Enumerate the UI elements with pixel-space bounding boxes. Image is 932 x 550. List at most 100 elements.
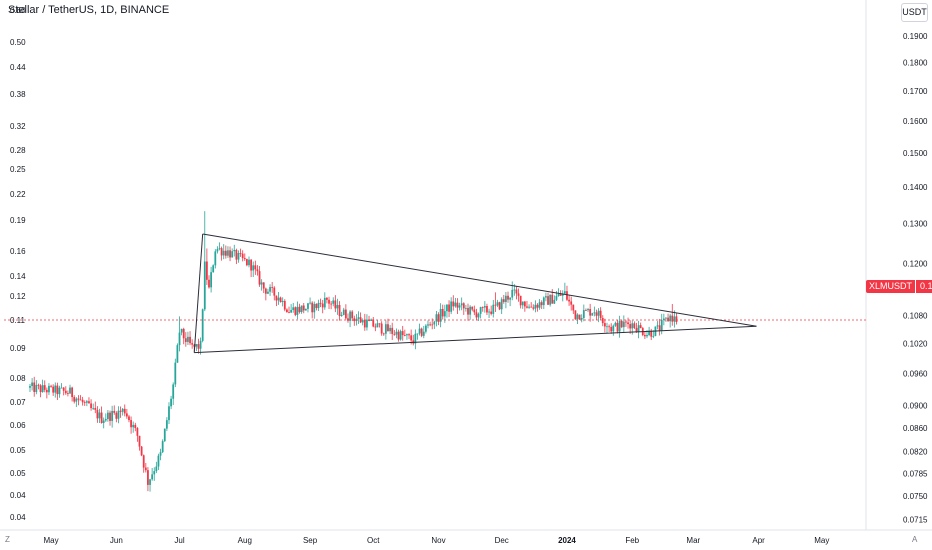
candle-body	[254, 265, 257, 270]
candle-body	[361, 320, 364, 323]
left-axis-tick-label: 0.04	[10, 513, 26, 522]
left-axis-tick-label: 0.60	[10, 6, 26, 15]
candle-body	[138, 435, 141, 447]
candle-body	[277, 297, 280, 301]
candle-body	[307, 303, 309, 309]
candle-body	[121, 408, 124, 412]
candle-body	[142, 455, 145, 468]
candle-body	[294, 307, 297, 315]
candle-body	[429, 324, 432, 326]
candle-body	[69, 387, 71, 394]
candle-body	[250, 259, 253, 271]
x-axis-label: 2024	[558, 536, 576, 545]
auto-scale-icon[interactable]: A	[912, 535, 918, 544]
candle-body	[378, 323, 381, 325]
candle-body	[189, 336, 191, 344]
candle-body	[224, 250, 227, 256]
candle-body	[275, 295, 278, 301]
left-axis-tick-label: 0.07	[10, 398, 26, 407]
candle-body	[313, 303, 316, 313]
candle-body	[595, 312, 598, 316]
right-axis-tick-label: 0.1700	[903, 87, 928, 96]
right-axis-tick-label: 0.0820	[903, 448, 928, 457]
timezone-icon[interactable]: Z	[5, 535, 10, 544]
candle-body	[50, 385, 52, 387]
candle-body	[302, 305, 305, 311]
left-axis-tick-label: 0.25	[10, 165, 26, 174]
candle-body	[248, 259, 250, 266]
x-axis-label: Apr	[752, 536, 765, 545]
candle-body	[31, 382, 34, 387]
candle-body	[56, 385, 59, 395]
candle-body	[132, 424, 135, 428]
candle-body	[197, 344, 200, 349]
candle-body	[279, 297, 282, 303]
candle-body	[658, 325, 661, 331]
candle-body	[54, 385, 57, 393]
candle-body	[448, 304, 450, 312]
right-axis-tick-label: 0.1200	[903, 259, 928, 268]
right-axis-tick-label: 0.1800	[903, 59, 928, 68]
left-axis-tick-label: 0.04	[10, 491, 26, 500]
candle-body	[374, 326, 377, 328]
candle-body	[502, 299, 505, 302]
candle-body	[353, 318, 356, 322]
currency-button[interactable]: USDT	[901, 3, 928, 22]
candle-body	[408, 334, 410, 336]
candle-body	[283, 301, 286, 310]
right-axis-tick-label: 0.1900	[903, 32, 928, 41]
candle-body	[298, 306, 301, 313]
candle-body	[566, 291, 568, 300]
candle-body	[420, 328, 423, 336]
candle-body	[94, 408, 97, 410]
triangle-lower-line	[194, 325, 757, 354]
candle-body	[29, 386, 31, 388]
candle-body	[406, 334, 408, 336]
candle-body	[239, 253, 242, 254]
candle-body	[323, 297, 326, 308]
candle-body	[241, 253, 244, 259]
candle-body	[48, 385, 50, 393]
candle-body	[39, 385, 42, 393]
candle-body	[563, 291, 566, 294]
candle-body	[603, 323, 606, 327]
candle-body	[665, 317, 667, 319]
right-axis-tick-label: 0.0960	[903, 370, 928, 379]
candle-body	[128, 416, 130, 421]
candle-body	[309, 302, 311, 304]
candle-body	[214, 251, 217, 266]
candle-body	[460, 303, 463, 306]
candle-body	[184, 338, 187, 342]
right-axis-tick-label: 0.1400	[903, 183, 928, 192]
candle-body	[507, 295, 509, 300]
candle-body	[157, 455, 160, 467]
candle-body	[521, 301, 524, 306]
candle-body	[557, 294, 560, 297]
candle-body	[625, 321, 627, 323]
candle-body	[437, 314, 440, 322]
right-axis-tick-label: 0.0900	[903, 402, 928, 411]
candle-body	[608, 326, 610, 328]
candle-body	[149, 479, 151, 485]
x-axis-label: Feb	[625, 536, 639, 545]
candle-body	[637, 325, 640, 333]
candle-body	[64, 390, 67, 394]
candle-body	[153, 471, 156, 475]
candle-body	[673, 316, 676, 322]
candle-body	[410, 335, 413, 341]
candle-body	[77, 398, 80, 400]
candle-body	[113, 410, 116, 413]
candle-body	[267, 291, 269, 294]
candle-body	[311, 302, 314, 313]
candle-body	[130, 420, 132, 428]
candle-body	[498, 302, 501, 310]
candle-body	[656, 325, 659, 327]
candle-body	[134, 424, 137, 429]
candle-body	[574, 310, 577, 320]
candle-body	[534, 304, 537, 309]
candle-body	[321, 303, 324, 308]
candle-body	[315, 303, 318, 309]
candle-body	[165, 420, 168, 429]
candle-body	[620, 320, 623, 328]
